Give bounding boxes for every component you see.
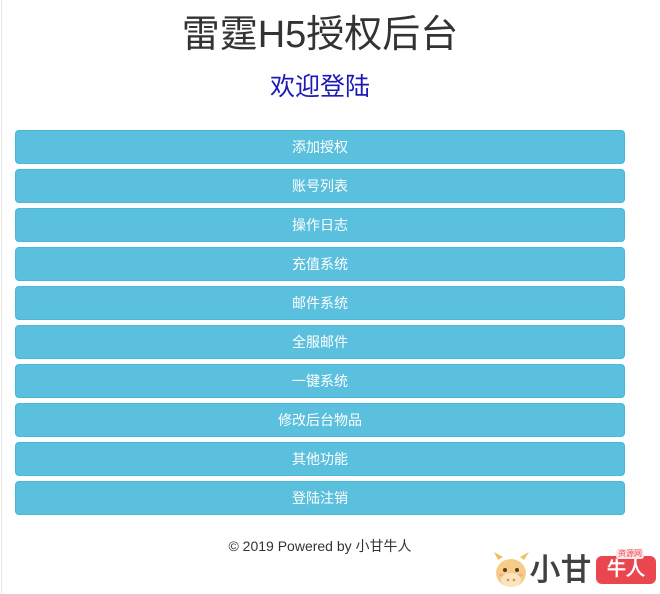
logout-button[interactable]: 登陆注销 [15, 481, 625, 515]
mail-system-button[interactable]: 邮件系统 [15, 286, 625, 320]
page-title: 雷霆H5授权后台 [181, 14, 459, 56]
one-click-system-button[interactable]: 一键系统 [15, 364, 625, 398]
operation-log-button[interactable]: 操作日志 [15, 208, 625, 242]
watermark-logo: 小甘 牛人 资源网 [492, 548, 660, 594]
footer-copyright: © 2019 Powered by 小甘牛人 [228, 538, 412, 554]
cow-mascot-icon [494, 552, 529, 587]
modify-backend-items-button[interactable]: 修改后台物品 [15, 403, 625, 437]
server-wide-mail-button[interactable]: 全服邮件 [15, 325, 625, 359]
watermark-tag: 资源网 [616, 549, 644, 559]
recharge-system-button[interactable]: 充值系统 [15, 247, 625, 281]
add-authorization-button[interactable]: 添加授权 [15, 130, 625, 164]
page-subtitle: 欢迎登陆 [269, 73, 370, 101]
account-list-button[interactable]: 账号列表 [15, 169, 625, 203]
watermark-main-text: 小甘 [530, 554, 592, 587]
left-edge-line [1, 0, 2, 594]
other-functions-button[interactable]: 其他功能 [15, 442, 625, 476]
watermark-badge: 牛人 [596, 556, 656, 584]
main-menu: 添加授权 账号列表 操作日志 充值系统 邮件系统 全服邮件 一键系统 修改后台物… [15, 130, 625, 520]
